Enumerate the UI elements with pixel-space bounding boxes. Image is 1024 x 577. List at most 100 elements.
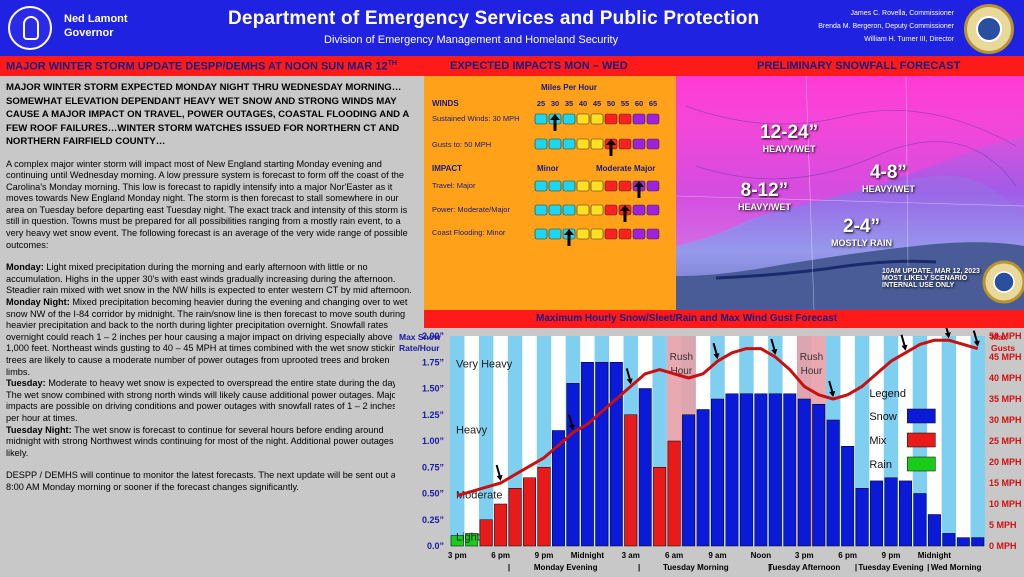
- impact-0-segment: [618, 180, 632, 192]
- period-divider: |: [768, 563, 770, 572]
- wind-0-segment: [534, 113, 548, 125]
- impact-0-segment: [604, 180, 618, 192]
- header: Ned Lamont Governor Department of Emerge…: [0, 0, 1024, 56]
- bar-snow: [884, 477, 898, 547]
- impact-1-segment: [562, 204, 576, 216]
- y-tick-label: 1.50”: [422, 384, 444, 394]
- impact-2-segment: [548, 228, 562, 240]
- intensity-label: Very Heavy: [456, 358, 513, 370]
- bulletin-period-tuesday-night: Tuesday Night: The wet snow is forecast …: [6, 424, 410, 458]
- governor-name: Ned Lamont: [64, 13, 128, 25]
- mph-tick-labels: 25 30 35 40 45 50 55 60 65: [537, 99, 657, 108]
- bar-snow: [783, 393, 797, 547]
- banner-right: PRELIMINARY SNOWFALL FORECAST: [757, 60, 961, 72]
- mph-tick-60: 60: [635, 99, 643, 108]
- bulletin-lead: MAJOR WINTER STORM EXPECTED MONDAY NIGHT…: [6, 82, 409, 147]
- bulletin-panel: MAJOR WINTER STORM EXPECTED MONDAY NIGHT…: [0, 76, 418, 572]
- wind-1-segment: [590, 138, 604, 150]
- impact-row-travel-label: Travel: Major: [432, 181, 476, 190]
- period-label: Tuesday Evening: [858, 563, 923, 572]
- x-tick-label: Midnight: [918, 551, 952, 560]
- x-tick-label: 9 pm: [882, 551, 901, 560]
- wind-1-segment: [562, 138, 576, 150]
- bar-snow: [551, 430, 565, 547]
- intensity-label: Heavy: [456, 424, 488, 436]
- mph-tick-50: 50: [607, 99, 615, 108]
- period-label: Tuesday Afternoon: [768, 563, 840, 572]
- bar-snow: [711, 398, 724, 547]
- bar-mix: [479, 519, 493, 547]
- agency-seal-icon: [964, 4, 1014, 54]
- wind-0-segment: [576, 113, 590, 125]
- mph-tick-55: 55: [621, 99, 629, 108]
- period-divider: |: [638, 563, 640, 572]
- banner-middle: EXPECTED IMPACTS MON – WED: [450, 60, 628, 72]
- bar-snow: [826, 419, 840, 547]
- rush-hour-label: Rush: [800, 352, 823, 363]
- map-graphic: [676, 76, 1024, 310]
- bar-mix: [537, 467, 551, 547]
- precip-wind-chart: Rush Hour Rush Hour Very Heavy Heavy Moderate L…: [399, 321, 1022, 572]
- period-divider: |: [855, 563, 857, 572]
- bar-snow: [956, 537, 970, 547]
- rush-hour-label: Hour: [671, 366, 693, 377]
- impacts-panel: Miles Per Hour WINDS 25 30 35 40 45 50 55 60 65 …: [424, 76, 676, 310]
- wind-0-segment: [562, 113, 576, 125]
- mph-tick-65: 65: [649, 99, 657, 108]
- mph-title: Miles Per Hour: [541, 83, 598, 92]
- y2-tick-label: 20 MPH: [989, 457, 1022, 467]
- wind-arrowhead-icon: [626, 378, 633, 385]
- bar-snow: [566, 383, 580, 547]
- wind-1-segment: [646, 138, 660, 150]
- bar-snow: [595, 362, 609, 547]
- bar-rain: [465, 533, 479, 547]
- impact-2-arrow-icon: [564, 229, 574, 246]
- chart-area: Rush Hour Rush Hour Very Heavy Heavy Moderate L…: [395, 321, 1024, 572]
- y2-tick-label: 10 MPH: [989, 499, 1022, 509]
- bar-mix: [494, 503, 508, 547]
- bulletin-period-tuesday: Tuesday: Moderate to heavy wet snow is e…: [6, 378, 400, 423]
- impact-0-segment: [590, 180, 604, 192]
- impact-0-segment: [646, 180, 660, 192]
- bar-mix: [523, 477, 537, 547]
- zone-8-12: 8-12” HEAVY/WET: [738, 180, 791, 212]
- x-tick-label: 3 am: [622, 551, 640, 560]
- impact-2-segment: [534, 228, 548, 240]
- mph-tick-30: 30: [551, 99, 559, 108]
- officials-block: James C. Rovella, Commissioner Brenda M.…: [818, 7, 954, 46]
- x-tick-label: Midnight: [571, 551, 605, 560]
- governor-block: Ned Lamont Governor: [64, 12, 128, 40]
- wind-row-sustained-label: Sustained Winds: 30 MPH: [432, 114, 520, 123]
- page-subtitle: Division of Emergency Management and Hom…: [324, 34, 619, 46]
- wind-arrowhead-icon: [973, 340, 980, 347]
- intensity-label: Moderate: [456, 490, 502, 502]
- chart-title: Maximum Hourly Snow/Sleet/Rain and Max W…: [536, 313, 838, 324]
- bar-snow: [942, 533, 956, 547]
- governor-title: Governor: [64, 27, 114, 39]
- wind-0-segment: [618, 113, 632, 125]
- legend-swatch-rain: [907, 456, 936, 472]
- impact-2-segment: [632, 228, 646, 240]
- impact-2-segment: [604, 228, 618, 240]
- bar-snow: [898, 480, 912, 547]
- official-director: William H. Turner III, Director: [864, 36, 954, 43]
- y2-tick-label: 15 MPH: [989, 478, 1022, 488]
- page-title: Department of Emergency Services and Pub…: [228, 8, 760, 29]
- wind-arrowhead-icon: [901, 344, 908, 351]
- impact-row-power-label: Power: Moderate/Major: [432, 205, 510, 214]
- banner-left: MAJOR WINTER STORM UPDATE DESPP/DEMHS AT…: [6, 60, 397, 73]
- impact-scale-bars: [534, 113, 660, 246]
- impact-1-segment: [548, 204, 562, 216]
- x-tick-label: 6 pm: [838, 551, 857, 560]
- bar-snow: [913, 493, 927, 547]
- impact-0-segment: [562, 180, 576, 192]
- wind-row-gusts-label: Gusts to: 50 MPH: [432, 140, 492, 149]
- mph-tick-45: 45: [593, 99, 601, 108]
- y-tick-label: 0.75”: [422, 462, 444, 472]
- bar-snow: [971, 537, 985, 547]
- impact-row-coast-label: Coast Flooding: Minor: [432, 228, 506, 237]
- impact-1-arrow-icon: [620, 205, 630, 222]
- y2-axis-title-line2: Gusts: [991, 343, 1015, 353]
- y-tick-label: 1.00”: [422, 436, 444, 446]
- bar-snow: [638, 388, 652, 547]
